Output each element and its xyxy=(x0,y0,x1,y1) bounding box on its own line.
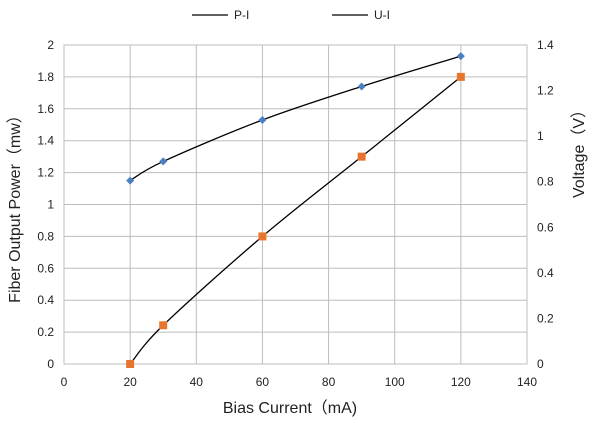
y-left-tick-label: 0.2 xyxy=(37,325,54,339)
data-point-u-i xyxy=(456,72,465,81)
data-point-u-i xyxy=(258,232,267,241)
legend: P-I U-I xyxy=(192,8,390,22)
y-left-tick-label: 0 xyxy=(47,357,54,371)
y-right-tick-label: 0.4 xyxy=(537,266,554,280)
y-left-tick-label: 0.8 xyxy=(37,229,54,243)
grid-lines xyxy=(63,44,528,365)
plot-area-frame xyxy=(63,44,528,365)
y-left-tick-label: 0.6 xyxy=(37,261,54,275)
y-right-tick-label: 1.4 xyxy=(537,38,554,52)
y-right-tick-label: 1 xyxy=(537,129,544,143)
tick-labels: 0 20 40 60 80 100 120 14000.20.40.60.811.21.41.… xyxy=(37,38,554,389)
series-u-i xyxy=(126,72,465,368)
y-right-tick-label: 1.2 xyxy=(537,84,554,98)
x-tick-label: 120 xyxy=(451,375,471,389)
x-tick-label: 80 xyxy=(322,375,336,389)
data-point-u-i xyxy=(159,321,168,330)
x-tick-label: 140 xyxy=(517,375,537,389)
y-right-tick-label: 0 xyxy=(537,357,544,371)
y-right-tick-label: 0.6 xyxy=(537,220,554,234)
y-left-tick-label: 0.4 xyxy=(37,293,54,307)
y-left-tick-label: 1.8 xyxy=(37,70,54,84)
series-line-p-i xyxy=(129,55,462,182)
y-right-tick-label: 0.8 xyxy=(537,175,554,189)
series-layer xyxy=(126,52,465,368)
y-axis-left-title: Fiber Output Power（mw） xyxy=(6,107,24,303)
legend-label-p-i: P-I xyxy=(234,8,249,22)
data-point-u-i xyxy=(357,152,366,161)
data-point-p-i xyxy=(126,176,135,185)
series-line-u-i xyxy=(129,76,462,365)
y-right-tick-label: 0.2 xyxy=(537,311,554,325)
legend-label-u-i: U-I xyxy=(374,8,390,22)
y-left-tick-label: 2 xyxy=(47,38,54,52)
data-point-p-i xyxy=(456,52,465,61)
y-left-tick-label: 1.6 xyxy=(37,102,54,116)
x-tick-label: 20 xyxy=(123,375,137,389)
x-axis-title: Bias Current（mA) xyxy=(223,399,357,417)
y-axis-right-title: Voltage（V） xyxy=(570,102,588,198)
y-left-tick-label: 1.4 xyxy=(37,134,54,148)
data-point-p-i xyxy=(159,157,168,166)
data-point-p-i xyxy=(357,82,366,91)
x-tick-label: 100 xyxy=(385,375,405,389)
series-p-i xyxy=(126,52,465,185)
data-point-u-i xyxy=(126,360,135,368)
y-left-tick-label: 1.2 xyxy=(37,166,54,180)
y-left-tick-label: 1 xyxy=(47,198,54,212)
x-tick-label: 0 xyxy=(61,375,68,389)
x-tick-label: 60 xyxy=(256,375,270,389)
x-tick-label: 40 xyxy=(190,375,204,389)
data-point-p-i xyxy=(258,115,267,124)
